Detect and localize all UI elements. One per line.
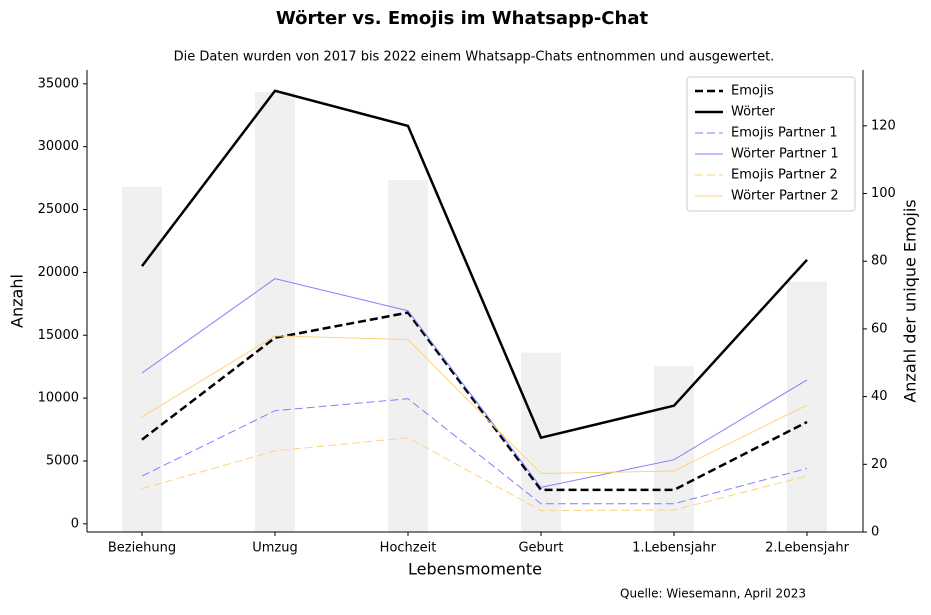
y2-tick-label: 20 bbox=[871, 457, 888, 472]
y2-tick-label: 100 bbox=[871, 186, 896, 201]
legend-label: Emojis Partner 1 bbox=[731, 126, 838, 141]
chart-subtitle: Die Daten wurden von 2017 bis 2022 einem… bbox=[174, 50, 775, 65]
x-axis-label: Lebensmomente bbox=[408, 560, 542, 579]
x-tick-label: 1.Lebensjahr bbox=[632, 541, 716, 556]
y-tick-label: 30000 bbox=[38, 139, 79, 154]
y-tick-label: 20000 bbox=[38, 265, 79, 280]
legend-box bbox=[686, 76, 856, 212]
x-tick-label: Beziehung bbox=[108, 541, 176, 556]
bar bbox=[654, 366, 694, 532]
line-series bbox=[141, 437, 808, 512]
y-tick-label: 5000 bbox=[46, 453, 79, 468]
y2-tick-label: 0 bbox=[871, 525, 879, 540]
legend-label: Wörter bbox=[731, 105, 775, 120]
y2-tick-label: 80 bbox=[871, 254, 888, 269]
y-tick-label: 35000 bbox=[38, 76, 79, 91]
legend-label: Emojis bbox=[731, 84, 774, 99]
bar bbox=[388, 180, 428, 532]
x-tick-label: 2.Lebensjahr bbox=[765, 541, 849, 556]
y-axis-label: Anzahl bbox=[8, 274, 27, 328]
legend-label: Emojis Partner 2 bbox=[731, 168, 838, 183]
y2-tick-label: 60 bbox=[871, 321, 888, 336]
x-tick-label: Geburt bbox=[518, 541, 563, 556]
chart-title: Wörter vs. Emojis im Whatsapp-Chat bbox=[276, 8, 649, 29]
source-note: Quelle: Wiesemann, April 2023 bbox=[620, 587, 806, 601]
line-series bbox=[141, 398, 808, 505]
line-series bbox=[141, 89, 808, 440]
y-tick-label: 25000 bbox=[38, 202, 79, 217]
y-tick-label: 0 bbox=[71, 516, 79, 531]
y-tick-label: 10000 bbox=[38, 391, 79, 406]
bar bbox=[787, 281, 827, 532]
y2-tick-label: 120 bbox=[871, 118, 896, 133]
x-tick-label: Umzug bbox=[252, 541, 298, 556]
bar bbox=[122, 186, 162, 532]
bar bbox=[255, 92, 295, 532]
y2-axis-label: Anzahl der unique Emojis bbox=[901, 199, 920, 402]
line-series bbox=[141, 335, 808, 475]
line-series bbox=[141, 278, 808, 488]
line-series bbox=[141, 311, 808, 492]
legend-label: Wörter Partner 2 bbox=[731, 189, 839, 204]
y-tick-label: 15000 bbox=[38, 328, 79, 343]
legend-label: Wörter Partner 1 bbox=[731, 147, 839, 162]
y2-tick-label: 40 bbox=[871, 389, 888, 404]
bar bbox=[521, 352, 561, 532]
x-tick-label: Hochzeit bbox=[380, 541, 437, 556]
